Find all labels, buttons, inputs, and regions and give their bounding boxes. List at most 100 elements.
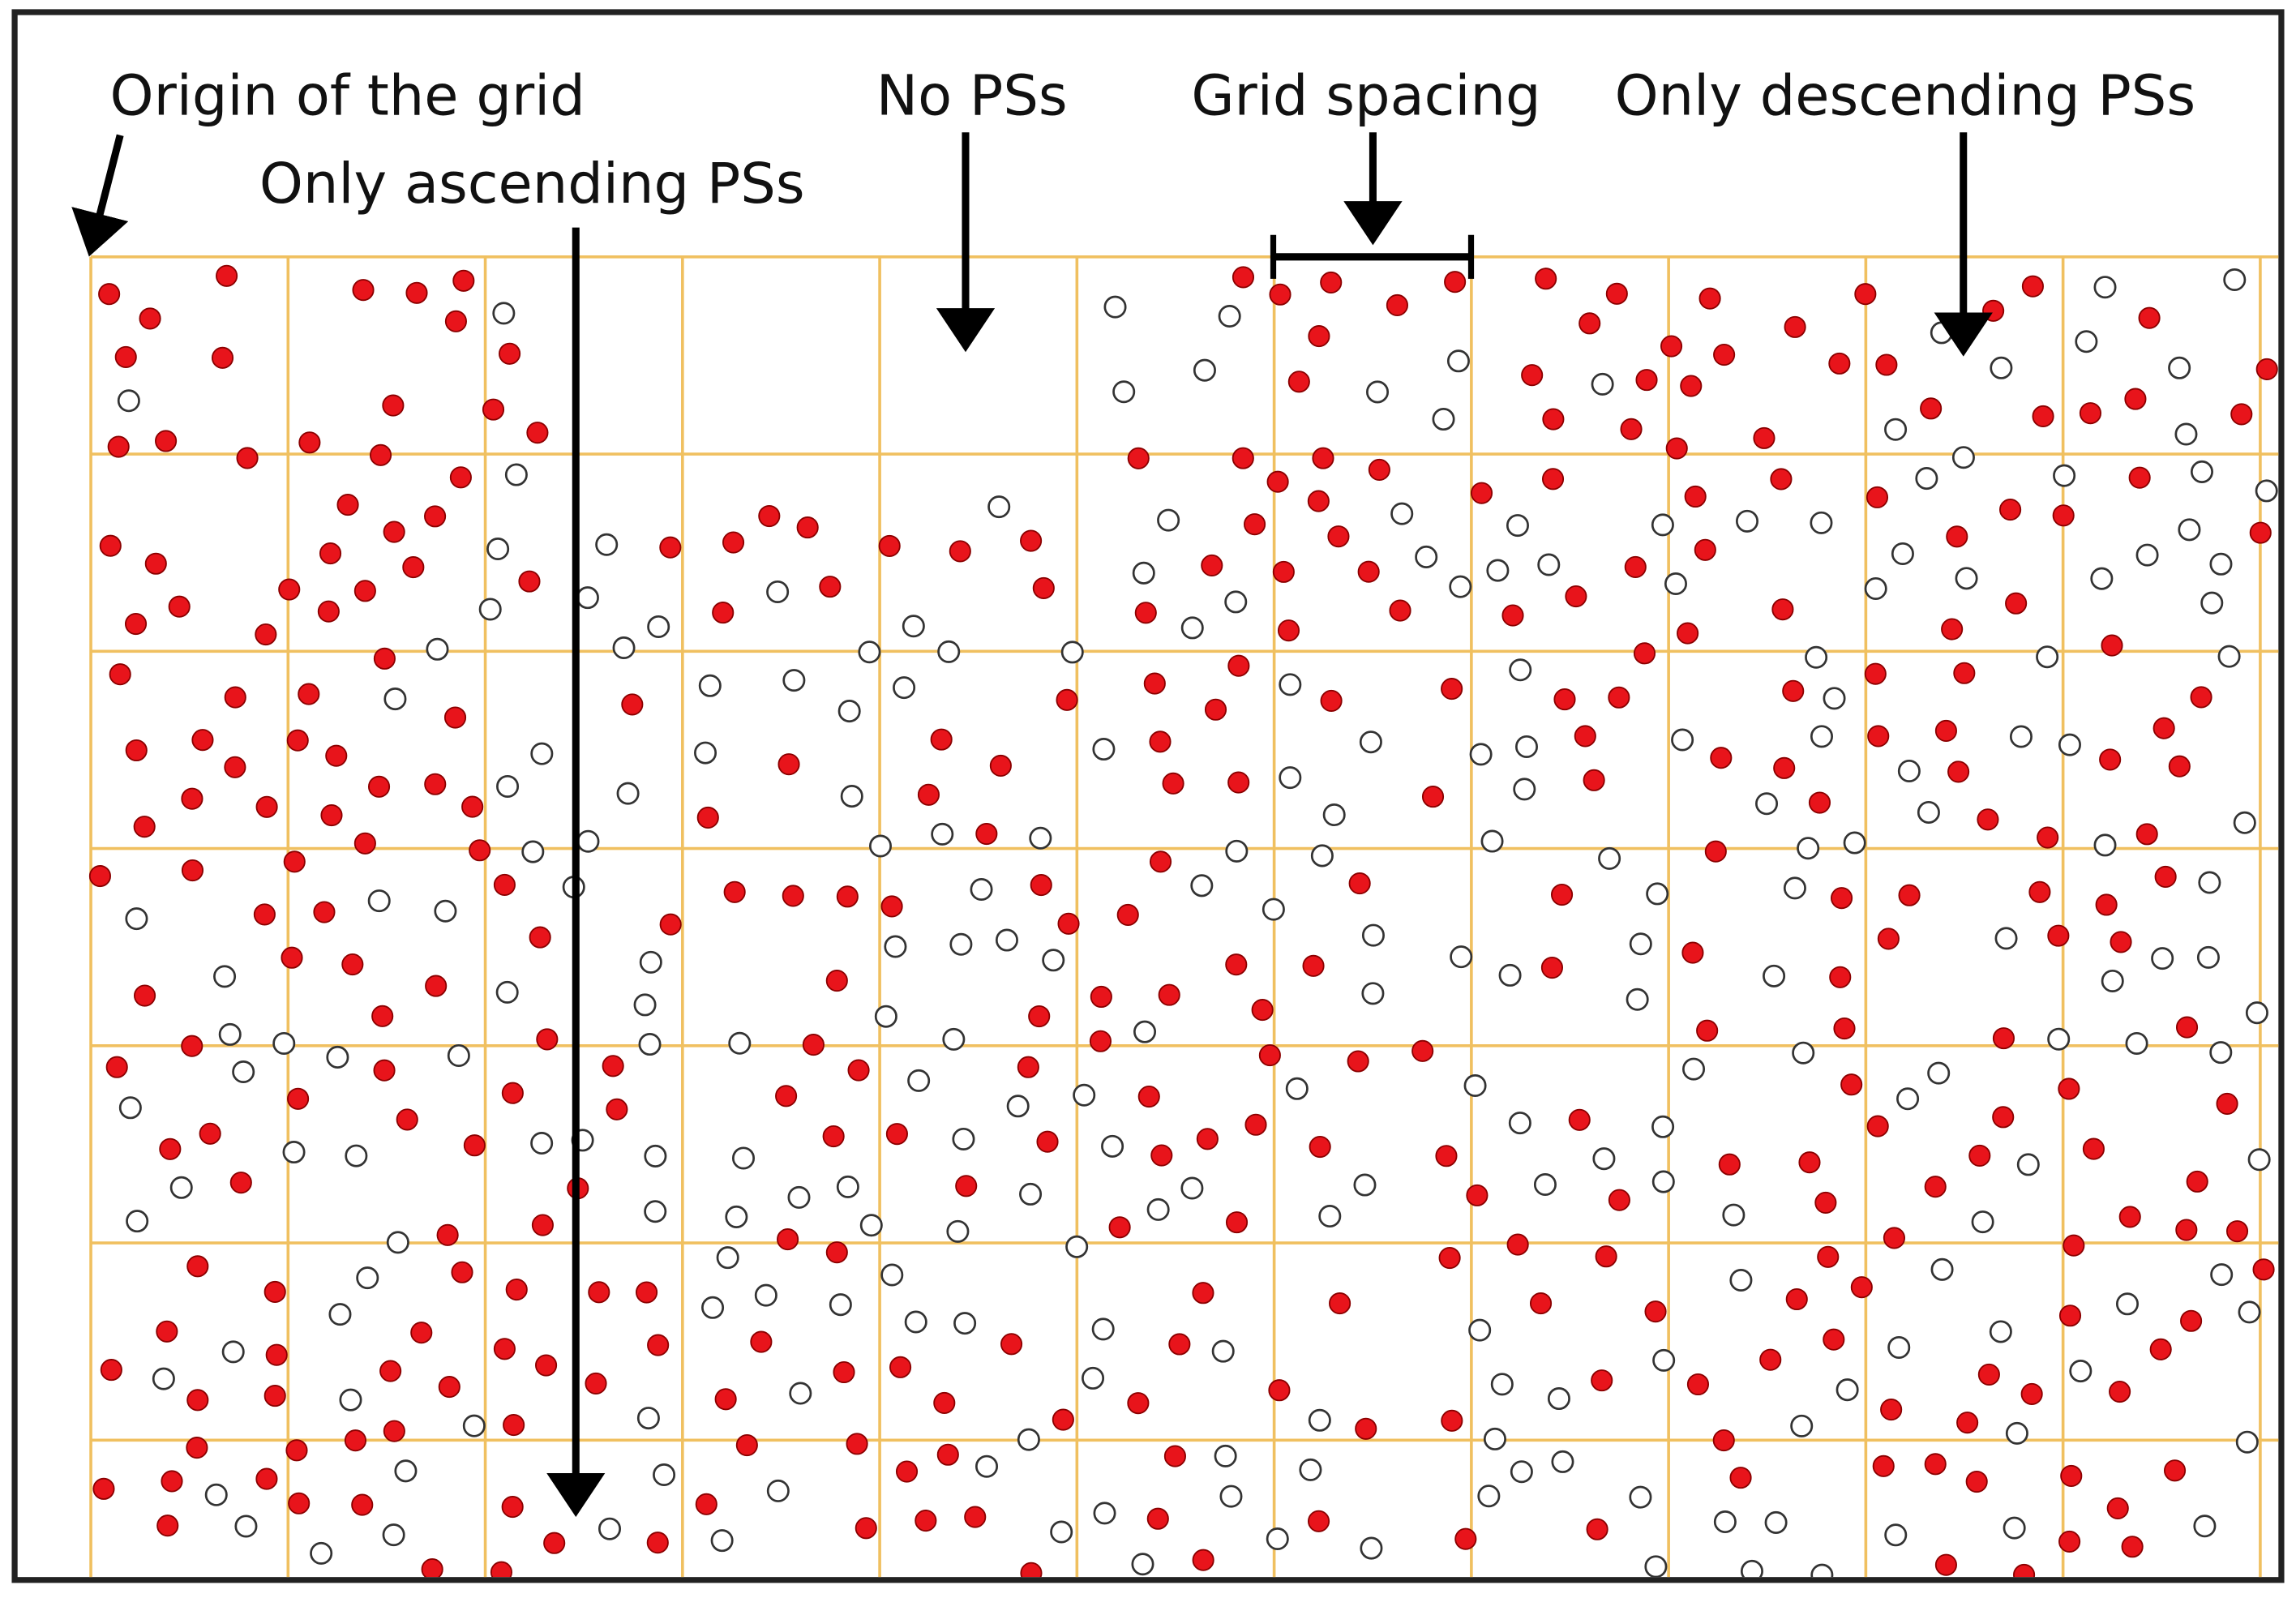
ps-point	[1444, 271, 1467, 293]
ps-point	[1529, 1292, 1553, 1315]
ps-point	[105, 1056, 128, 1078]
ps-point	[1510, 1460, 1533, 1484]
ps-point	[1347, 1050, 1369, 1073]
ps-point	[199, 1122, 221, 1145]
ps-point	[1308, 325, 1330, 348]
ps-point	[777, 1228, 799, 1251]
ps-point	[255, 1467, 278, 1490]
ps-point	[319, 542, 342, 565]
ps-point	[1131, 1553, 1154, 1576]
ps-point	[339, 1388, 362, 1412]
ps-point	[1218, 304, 1241, 328]
ps-point	[221, 1340, 245, 1364]
ps-point	[402, 556, 425, 579]
ps-point	[447, 1043, 470, 1067]
ps-point	[341, 953, 364, 976]
ps-point	[1093, 1502, 1116, 1525]
ps-point	[88, 865, 111, 888]
ps-point	[2174, 422, 2198, 446]
ps-point	[529, 926, 551, 949]
ps-point	[635, 1281, 658, 1304]
ps-point	[298, 431, 321, 454]
ps-point	[2223, 268, 2247, 292]
ps-point	[1644, 1300, 1667, 1323]
ps-point	[1713, 1510, 1737, 1534]
ps-point	[2255, 479, 2278, 503]
ps-point	[2005, 592, 2028, 615]
ps-point	[478, 598, 502, 621]
ps-point	[937, 640, 961, 663]
ps-point	[1357, 560, 1380, 583]
ps-point	[536, 1028, 559, 1051]
ps-point	[326, 1045, 349, 1069]
ps-point	[1266, 1527, 1289, 1550]
ps-point	[777, 753, 800, 776]
ps-point	[796, 516, 819, 539]
ps-point	[288, 1492, 311, 1514]
ps-point	[955, 1175, 978, 1197]
ps-point	[880, 895, 903, 918]
arrow-origin	[71, 134, 129, 257]
ps-point	[449, 466, 472, 489]
ps-point	[1729, 1467, 1752, 1489]
ps-point	[2090, 567, 2114, 590]
ps-point	[766, 580, 790, 603]
ps-point	[1992, 1027, 2015, 1050]
ps-point	[904, 1310, 927, 1334]
ps-point	[858, 640, 881, 664]
ps-point	[2209, 1041, 2233, 1065]
ps-point	[2110, 931, 2132, 953]
ps-point	[1982, 299, 2005, 322]
ps-point	[782, 885, 804, 907]
ps-point	[530, 742, 554, 765]
ps-point	[1244, 513, 1266, 536]
ps-point	[598, 1517, 622, 1540]
ps-point	[1956, 1412, 1979, 1434]
ps-point	[2047, 1027, 2071, 1051]
ps-point	[186, 1389, 209, 1412]
ps-point	[2225, 1220, 2249, 1243]
ps-point	[1116, 903, 1139, 927]
ps-point	[1574, 725, 1596, 748]
ps-point	[503, 1414, 525, 1437]
ps-point	[1578, 312, 1601, 335]
ps-point	[1735, 509, 1759, 533]
ps-point	[1470, 482, 1493, 504]
ps-point	[2082, 1137, 2105, 1160]
ps-point	[1032, 576, 1055, 599]
ps-point	[931, 822, 954, 846]
ps-point	[1810, 725, 1833, 748]
ps-point	[317, 600, 340, 623]
ps-point	[107, 435, 130, 458]
ps-point	[694, 741, 718, 765]
ps-point	[1219, 1484, 1243, 1508]
ps-point	[1694, 538, 1716, 561]
ps-point	[1150, 1144, 1173, 1167]
ps-point	[2106, 1497, 2129, 1519]
ps-point	[493, 1338, 516, 1360]
ps-point	[109, 663, 131, 686]
ps-point	[1591, 372, 1614, 396]
ps-point	[1466, 1184, 1489, 1206]
ps-point	[1897, 759, 1921, 782]
ps-point	[855, 1517, 877, 1540]
ps-point	[161, 1470, 183, 1493]
ps-point	[822, 1125, 845, 1148]
ps-point	[255, 623, 277, 646]
ps-point	[946, 1219, 970, 1243]
ps-point	[1149, 730, 1172, 753]
ps-point	[405, 281, 428, 304]
ps-point	[1065, 1235, 1089, 1258]
ps-point	[915, 1510, 937, 1532]
ps-point	[2095, 893, 2118, 916]
ps-point	[1307, 1510, 1330, 1532]
ps-point	[1792, 1041, 1815, 1065]
ps-point	[186, 1255, 209, 1278]
ps-point	[345, 1144, 368, 1167]
ps-point	[775, 1085, 798, 1107]
ps-point	[1112, 380, 1136, 404]
ps-point	[782, 669, 806, 692]
ps-point	[2058, 733, 2081, 756]
ps-point	[1664, 572, 1687, 596]
ps-point	[837, 700, 861, 723]
